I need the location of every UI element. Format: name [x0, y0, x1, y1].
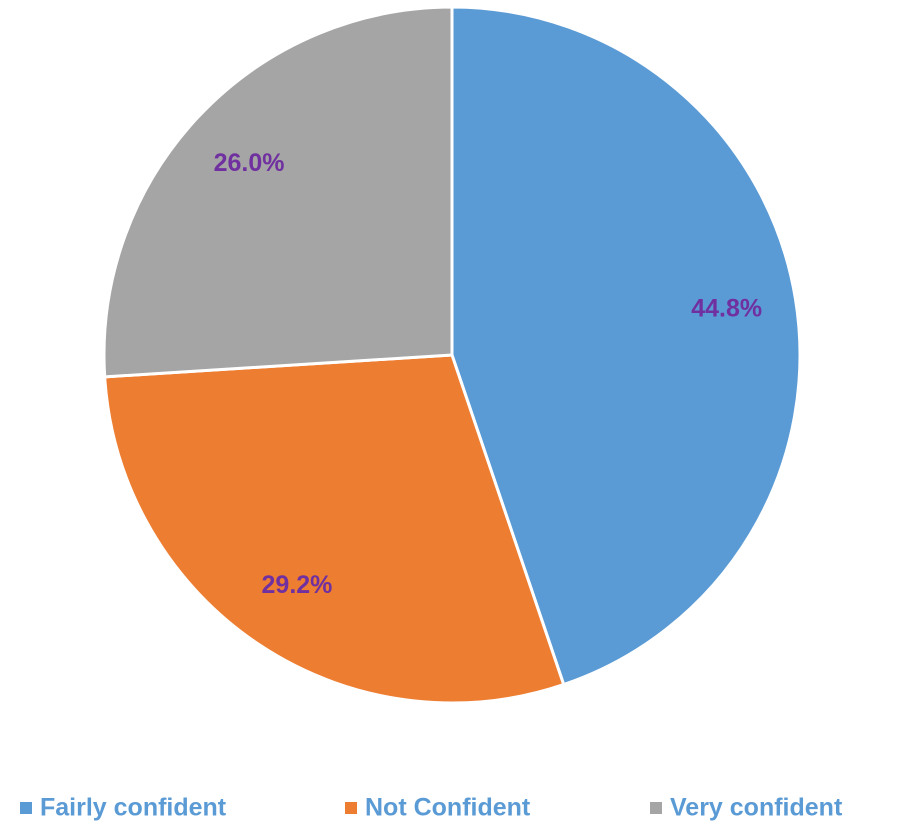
legend-marker — [345, 802, 357, 814]
legend-label: Not Confident — [365, 794, 531, 822]
pie-slice — [102, 5, 454, 379]
pie-slice — [450, 5, 802, 687]
pie-slice — [103, 353, 566, 705]
legend-marker — [20, 802, 32, 814]
data-label: 44.8% — [691, 294, 762, 322]
data-label: 26.0% — [214, 149, 285, 177]
legend-label: Very confident — [670, 794, 843, 822]
legend-label: Fairly confident — [40, 794, 227, 822]
data-label: 29.2% — [262, 571, 333, 599]
legend-marker — [650, 802, 662, 814]
